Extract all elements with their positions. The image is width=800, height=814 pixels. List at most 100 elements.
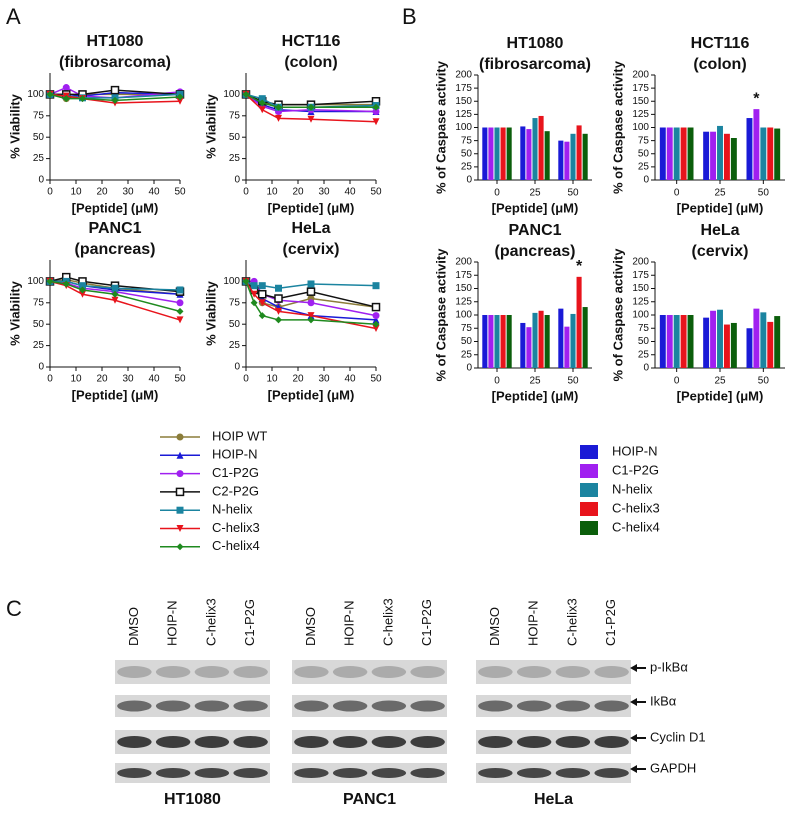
bar	[576, 125, 582, 180]
bar	[687, 315, 694, 368]
lane-label: DMSO	[487, 607, 502, 646]
blot-band	[371, 700, 407, 712]
y-tick-label: 125	[632, 109, 649, 120]
y-tick-label: 75	[229, 110, 241, 121]
lane-label: HOIP-N	[165, 601, 180, 647]
x-tick-label: 30	[122, 187, 134, 198]
marker	[372, 312, 380, 320]
blot-band	[516, 666, 552, 678]
x-axis-label: [Peptide] (μM)	[72, 200, 159, 215]
blot-band	[410, 768, 445, 778]
line	[245, 281, 377, 325]
bar	[488, 315, 494, 368]
marker	[242, 90, 250, 98]
marker	[46, 277, 54, 285]
marker	[242, 277, 250, 285]
y-tick-label: 75	[638, 135, 650, 146]
bar	[760, 312, 767, 368]
marker	[274, 294, 283, 303]
cell-line-label: PANC1	[343, 791, 396, 808]
bar	[753, 308, 760, 368]
legend-label: HOIP-N	[212, 447, 258, 462]
x-tick-label: 25	[529, 188, 541, 199]
x-tick-label: 50	[758, 376, 770, 387]
chart-title: (cervix)	[283, 241, 340, 258]
marker	[176, 316, 184, 324]
bar	[538, 115, 544, 180]
blot-band	[294, 666, 329, 678]
marker	[258, 312, 266, 320]
bar	[482, 315, 488, 368]
legend-label: N-helix	[612, 481, 653, 496]
blot-band	[516, 736, 552, 748]
x-axis-label: [Peptide] (μM)	[72, 387, 159, 402]
chart-title: (cervix)	[692, 243, 749, 260]
protein-label: GAPDH	[650, 760, 696, 775]
marker	[258, 106, 266, 114]
marker	[250, 299, 258, 307]
x-tick-label: 20	[96, 187, 108, 198]
legend-label: C-helix4	[612, 519, 660, 534]
y-tick-label: 200	[455, 257, 472, 268]
bar	[710, 310, 717, 368]
blot-band	[594, 736, 629, 748]
bar	[767, 321, 774, 368]
x-tick-label: 10	[266, 187, 278, 198]
marker	[79, 282, 86, 290]
y-tick-label: 175	[455, 270, 472, 281]
x-tick-label: 25	[529, 376, 541, 387]
y-tick-label: 25	[33, 153, 45, 164]
x-tick-label: 0	[494, 376, 500, 387]
annotation: *	[753, 90, 760, 107]
lane-label: DMSO	[126, 607, 141, 646]
panel-label: C	[6, 596, 22, 621]
marker	[175, 487, 185, 497]
x-tick-label: 40	[148, 374, 160, 385]
blot-band	[233, 666, 268, 678]
marker	[176, 506, 184, 514]
blot-band	[478, 666, 513, 678]
x-tick-label: 40	[344, 187, 356, 198]
marker	[62, 280, 70, 288]
x-tick-label: 50	[758, 188, 770, 199]
bar	[753, 109, 760, 180]
legend-swatch	[580, 464, 598, 478]
bar	[774, 316, 781, 368]
marker	[62, 84, 70, 92]
blot-band	[194, 700, 230, 712]
marker	[372, 320, 380, 328]
legend-label: HOIP WT	[212, 428, 267, 443]
blot-band	[294, 768, 329, 778]
marker	[258, 299, 266, 307]
y-axis-label: % Viability	[7, 280, 22, 346]
marker	[258, 95, 266, 103]
blot-band	[371, 768, 407, 778]
y-tick-label: 200	[632, 70, 649, 81]
y-tick-label: 75	[461, 323, 473, 334]
bar	[760, 127, 767, 180]
blot-band	[294, 700, 329, 712]
legend-swatch	[580, 521, 598, 535]
blot-band	[478, 736, 513, 748]
marker	[372, 316, 380, 324]
lane-label: C1-P2G	[603, 599, 618, 646]
marker	[258, 282, 266, 290]
y-tick-label: 75	[33, 110, 45, 121]
marker	[176, 299, 184, 307]
lane-label: C-helix3	[203, 598, 218, 646]
y-tick-label: 25	[229, 340, 241, 351]
y-tick-label: 50	[461, 148, 473, 159]
y-tick-label: 125	[455, 109, 472, 120]
y-axis-label: % of Caspase activity	[610, 248, 625, 382]
panel-label: A	[6, 4, 21, 29]
y-tick-label: 100	[27, 276, 44, 287]
y-tick-label: 100	[223, 276, 240, 287]
legend-label: C-helix4	[212, 538, 260, 553]
chart-title: PANC1	[88, 220, 141, 237]
marker	[111, 96, 119, 104]
blot-band	[371, 736, 407, 748]
y-tick-label: 50	[229, 132, 241, 143]
blot-band	[410, 700, 445, 712]
marker	[111, 296, 119, 304]
